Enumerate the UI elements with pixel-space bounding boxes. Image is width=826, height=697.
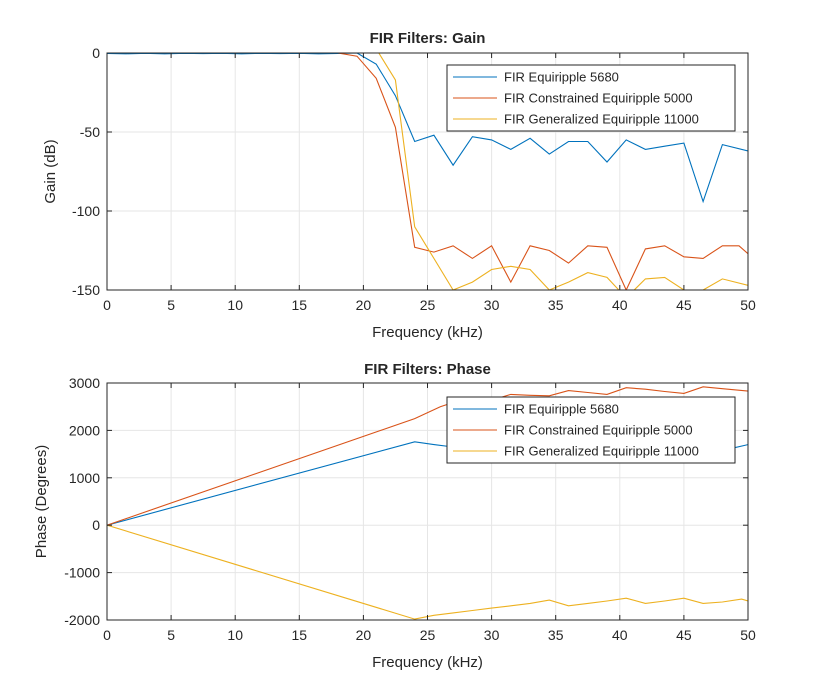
chart-title: FIR Filters: Gain (370, 30, 486, 47)
y-tick-label: -150 (72, 282, 100, 298)
x-tick-label: 40 (612, 627, 628, 643)
gain-chart: 0 5 10 15 20 25 30 35 40 45 50 0 -50 -100 -150 FIR Filt… (42, 30, 756, 341)
chart-title: FIR Filters: Phase (364, 361, 491, 378)
legend-entry-1: FIR Equiripple 5680 (504, 70, 619, 85)
x-tick-label: 40 (612, 297, 628, 313)
x-tick-label: 30 (484, 627, 500, 643)
x-tick-label: 25 (420, 297, 436, 313)
y-tick-label: 0 (92, 517, 100, 533)
legend: FIR Equiripple 5680 FIR Constrained Equir… (446, 64, 736, 132)
x-tick-label: 30 (484, 297, 500, 313)
y-axis-label: Gain (dB) (42, 139, 59, 203)
x-tick-label: 15 (292, 297, 308, 313)
legend: FIR Equiripple 5680 FIR Constrained Equir… (446, 396, 736, 464)
x-tick-label: 15 (292, 627, 308, 643)
y-tick-label: -2000 (64, 612, 100, 628)
x-tick-label: 0 (103, 297, 111, 313)
y-axis-label: Phase (Degrees) (33, 445, 50, 558)
y-tick-label: -1000 (64, 565, 100, 581)
x-tick-label: 20 (356, 297, 372, 313)
x-tick-label: 0 (103, 627, 111, 643)
x-axis-label: Frequency (kHz) (372, 654, 483, 671)
phase-chart: 0 5 10 15 20 25 30 35 40 45 50 3000 2000 1000 0 -1000 -2… (33, 361, 756, 671)
y-tick-label: 3000 (69, 375, 100, 391)
series-line-2 (107, 53, 748, 290)
x-tick-label: 20 (356, 627, 372, 643)
x-tick-label: 5 (167, 297, 175, 313)
x-tick-label: 45 (676, 627, 692, 643)
x-tick-label: 50 (740, 627, 756, 643)
x-tick-label: 35 (548, 627, 564, 643)
y-tick-label: 0 (92, 45, 100, 61)
legend-entry-1: FIR Equiripple 5680 (504, 402, 619, 417)
legend-entry-2: FIR Constrained Equiripple 5000 (504, 423, 693, 438)
legend-entry-3: FIR Generalized Equiripple 11000 (504, 112, 699, 127)
x-tick-label: 50 (740, 297, 756, 313)
legend-entry-2: FIR Constrained Equiripple 5000 (504, 91, 693, 106)
x-tick-label: 35 (548, 297, 564, 313)
x-axis-label: Frequency (kHz) (372, 324, 483, 341)
y-tick-label: 2000 (69, 422, 100, 438)
x-tick-label: 5 (167, 627, 175, 643)
x-tick-label: 10 (227, 297, 243, 313)
y-tick-label: -100 (72, 203, 100, 219)
x-tick-label: 25 (420, 627, 436, 643)
y-tick-label: 1000 (69, 470, 100, 486)
x-tick-label: 45 (676, 297, 692, 313)
series-line-3 (107, 524, 748, 620)
y-tick-label: -50 (80, 124, 100, 140)
x-tick-label: 10 (227, 627, 243, 643)
series-line-3 (107, 53, 748, 290)
legend-entry-3: FIR Generalized Equiripple 11000 (504, 444, 699, 459)
